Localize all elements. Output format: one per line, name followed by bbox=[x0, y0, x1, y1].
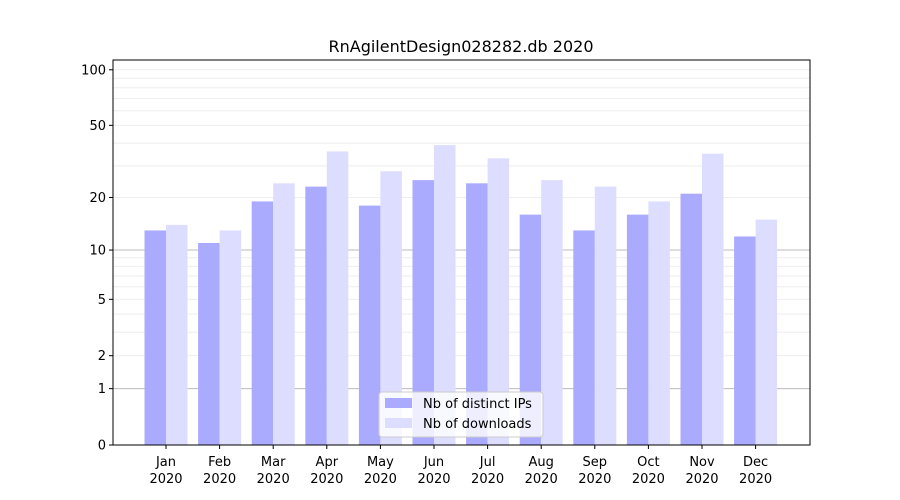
y-tick-label: 0 bbox=[98, 439, 106, 454]
x-tick-label-year: 2020 bbox=[525, 472, 558, 487]
bar-downloads bbox=[219, 230, 242, 445]
x-tick-label-month: Nov bbox=[689, 455, 715, 470]
x-tick-label-month: Aug bbox=[529, 455, 554, 470]
x-tick-label-month: Jan bbox=[155, 455, 176, 470]
x-tick-label-year: 2020 bbox=[149, 472, 182, 487]
legend-label: Nb of distinct IPs bbox=[423, 397, 532, 412]
x-tick-label-year: 2020 bbox=[203, 472, 236, 487]
legend-label: Nb of downloads bbox=[423, 417, 532, 432]
legend-swatch bbox=[385, 398, 412, 408]
x-tick-label-year: 2020 bbox=[632, 472, 665, 487]
legend: Nb of distinct IPs Nb of downloads bbox=[378, 391, 544, 438]
bar-distinct-ips bbox=[680, 193, 702, 445]
x-tick-label-month: Oct bbox=[637, 455, 659, 470]
bar-downloads bbox=[434, 145, 456, 446]
bar-distinct-ips bbox=[198, 242, 220, 445]
y-tick-label: 1 bbox=[98, 382, 106, 397]
bar-downloads bbox=[380, 171, 402, 446]
y-tick-label: 2 bbox=[98, 349, 106, 364]
bars bbox=[144, 145, 778, 446]
x-tick-label-month: Dec bbox=[743, 455, 768, 470]
y-tick-label: 10 bbox=[89, 244, 106, 259]
x-tick-label-month: Apr bbox=[316, 455, 339, 470]
x-tick-label-year: 2020 bbox=[257, 472, 290, 487]
x-tick-label-month: Jun bbox=[423, 455, 444, 470]
x-axis: Jan 2020 Feb 2020 Mar 2020 Apr 2020 May 2020 Jun 20… bbox=[149, 445, 772, 487]
plot-frame bbox=[112, 59, 811, 446]
x-tick-label-year: 2020 bbox=[685, 472, 718, 487]
bar-distinct-ips bbox=[573, 230, 595, 445]
bar-downloads bbox=[702, 153, 724, 446]
bar-downloads bbox=[166, 224, 188, 445]
bar-distinct-ips bbox=[626, 214, 649, 445]
y-tick-label: 50 bbox=[89, 119, 106, 134]
x-tick-label-month: Mar bbox=[261, 455, 286, 470]
bar-distinct-ips bbox=[305, 186, 327, 445]
y-tick-label: 100 bbox=[81, 63, 106, 78]
x-tick-label-year: 2020 bbox=[578, 472, 611, 487]
chart-title: RnAgilentDesign028282.db 2020 bbox=[328, 37, 593, 56]
x-tick-label-month: Sep bbox=[583, 455, 608, 470]
bar-downloads bbox=[755, 219, 778, 445]
bar-downloads bbox=[541, 180, 563, 445]
x-tick-label-year: 2020 bbox=[471, 472, 504, 487]
bar-downloads bbox=[326, 151, 349, 446]
bar-distinct-ips bbox=[144, 230, 166, 445]
bar-distinct-ips bbox=[358, 205, 381, 445]
x-tick-label-year: 2020 bbox=[364, 472, 397, 487]
y-tick-label: 5 bbox=[98, 293, 106, 308]
x-tick-label-month: May bbox=[367, 455, 394, 470]
bar-distinct-ips bbox=[412, 180, 434, 445]
legend-swatch bbox=[385, 418, 412, 428]
bar-distinct-ips bbox=[251, 201, 274, 445]
y-tick-label: 20 bbox=[89, 191, 106, 206]
x-tick-label-year: 2020 bbox=[739, 472, 772, 487]
x-tick-label-month: Feb bbox=[208, 455, 231, 470]
x-tick-label-month: Jul bbox=[479, 455, 496, 470]
bar-distinct-ips bbox=[734, 236, 756, 445]
bar-distinct-ips bbox=[466, 183, 488, 445]
bar-downloads bbox=[648, 201, 670, 445]
y-axis: 0 1 2 5 10 20 50 100 bbox=[81, 63, 113, 454]
x-tick-label-year: 2020 bbox=[310, 472, 343, 487]
bar-downloads bbox=[487, 158, 510, 446]
bar-distinct-ips bbox=[519, 214, 542, 445]
bar-downloads bbox=[594, 186, 617, 445]
x-tick-label-year: 2020 bbox=[417, 472, 450, 487]
bar-downloads bbox=[273, 183, 295, 445]
legend-box bbox=[378, 391, 544, 438]
